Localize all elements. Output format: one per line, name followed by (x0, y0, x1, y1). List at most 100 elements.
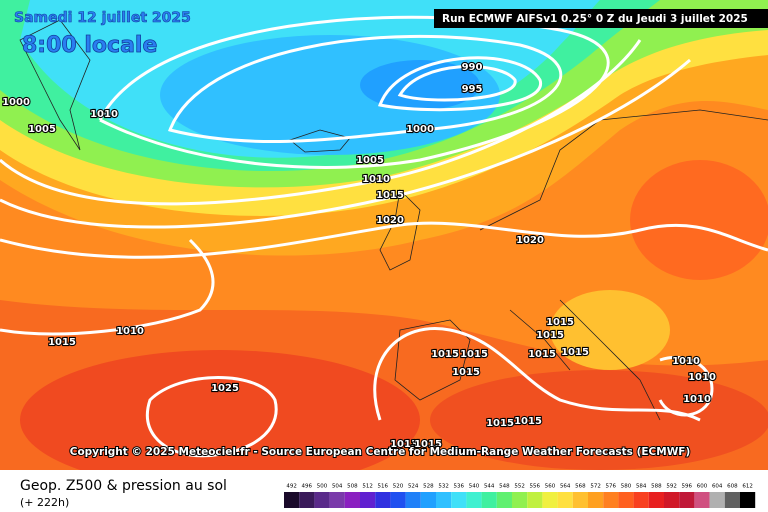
scale-swatch (481, 492, 497, 508)
isobar-label: 1010 (116, 326, 144, 337)
scale-swatch (664, 492, 680, 508)
isobar-label: 995 (462, 84, 483, 95)
scale-label: 544 (484, 484, 495, 490)
scale-label: 600 (697, 484, 708, 490)
forecast-time: 8:00 locale (22, 33, 157, 58)
scale-swatch (436, 492, 452, 508)
scale-label: 500 (317, 484, 328, 490)
scale-swatch (375, 492, 391, 508)
scale-swatch (694, 492, 710, 508)
scale-label: 512 (362, 484, 373, 490)
scale-swatch (451, 492, 467, 508)
scale-swatch (284, 492, 300, 508)
copyright: Copyright © 2025 Meteociel.fr - Source E… (70, 446, 691, 458)
forecast-date: Samedi 12 juillet 2025 (14, 10, 191, 26)
run-box (434, 9, 768, 28)
scale-label: 532 (438, 484, 449, 490)
scale-swatch (709, 492, 725, 508)
scale-swatch (588, 492, 604, 508)
isobar-label: 1015 (486, 418, 514, 429)
lead-time: (+ 222h) (20, 496, 69, 509)
isobar-label: 1015 (431, 349, 459, 360)
scale-label: 536 (454, 484, 465, 490)
scale-swatch (466, 492, 482, 508)
isobar-label: 1015 (514, 416, 542, 427)
scale-label: 604 (712, 484, 723, 490)
scale-label: 524 (408, 484, 419, 490)
isobar-label: 1015 (452, 367, 480, 378)
isobar-label: 1013 (390, 439, 418, 450)
scale-label: 608 (727, 484, 738, 490)
map-field (0, 0, 768, 490)
scale-label: 528 (423, 484, 434, 490)
scale-swatch (329, 492, 345, 508)
scale-label: 492 (286, 484, 297, 490)
isobar-label: 1005 (28, 124, 56, 135)
scale-swatch (572, 492, 588, 508)
isobar-label: 1015 (561, 347, 589, 358)
scale-swatch (314, 492, 330, 508)
scale-swatch (648, 492, 664, 508)
scale-label: 560 (545, 484, 556, 490)
isobar-label: 1025 (211, 383, 239, 394)
isobar-label: 1015 (376, 190, 404, 201)
scale-label: 596 (682, 484, 693, 490)
isobar-label: 1010 (362, 174, 390, 185)
scale-label: 584 (636, 484, 647, 490)
run-info: Run ECMWF AIFSv1 0.25° 0 Z du Jeudi 3 ju… (442, 13, 748, 25)
scale-swatch (542, 492, 558, 508)
scale-swatch (679, 492, 695, 508)
scale-label: 612 (742, 484, 753, 490)
scale-swatch (512, 492, 528, 508)
isobar-label: 1015 (546, 317, 574, 328)
isobar-label: 1010 (688, 372, 716, 383)
isobar-label: 1010 (683, 394, 711, 405)
date-label: Samedi 12 juillet 2025 8:00 locale (14, 10, 191, 59)
scale-swatch (360, 492, 376, 508)
isobar-labels: 990 995 1000 1005 1010 1015 1020 1020 1000 1005 10… (1, 61, 717, 451)
isobar-label: 1015 (536, 330, 564, 341)
scale-label: 576 (606, 484, 617, 490)
isobar-label: 1010 (672, 356, 700, 367)
color-scale: 492 496 500 504 508 512 516 520 524 528 532 536 540 5… (284, 484, 756, 508)
scale-label: 568 (575, 484, 586, 490)
scale-label: 516 (378, 484, 389, 490)
scale-swatch (527, 492, 543, 508)
isobar-label: 1015 (528, 349, 556, 360)
scale-label: 552 (514, 484, 525, 490)
scale-label: 504 (332, 484, 343, 490)
scale-swatch (740, 492, 756, 508)
scale-label: 580 (621, 484, 632, 490)
scale-swatch (420, 492, 436, 508)
isobars (0, 15, 768, 458)
scale-swatch (557, 492, 573, 508)
isobar-label: 1015 (460, 349, 488, 360)
footer-title: Geop. Z500 & pression au sol (20, 478, 227, 494)
scale-label: 556 (530, 484, 541, 490)
scale-swatch (724, 492, 740, 508)
isobar-label: 1015 (414, 439, 442, 450)
coastlines (19, 19, 768, 421)
scale-swatch (603, 492, 619, 508)
isobar-label: 1020 (516, 235, 544, 246)
scale-label: 588 (651, 484, 662, 490)
isobar-label: 1015 (48, 337, 76, 348)
scale-swatch (299, 492, 315, 508)
isobar-label: 1000 (406, 124, 434, 135)
scale-label: 572 (590, 484, 601, 490)
scale-label: 564 (560, 484, 571, 490)
scale-swatch (344, 492, 360, 508)
isobar-label: 1000 (2, 97, 30, 108)
isobar-label: 1005 (356, 155, 384, 166)
scale-label: 496 (302, 484, 313, 490)
scale-label: 592 (666, 484, 677, 490)
scale-swatch (496, 492, 512, 508)
scale-swatch (405, 492, 421, 508)
scale-label: 540 (469, 484, 480, 490)
scale-label: 520 (393, 484, 404, 490)
scale-swatch (633, 492, 649, 508)
isobar-label: 1010 (90, 109, 118, 120)
scale-label: 508 (347, 484, 358, 490)
isobar-label: 990 (462, 62, 483, 73)
